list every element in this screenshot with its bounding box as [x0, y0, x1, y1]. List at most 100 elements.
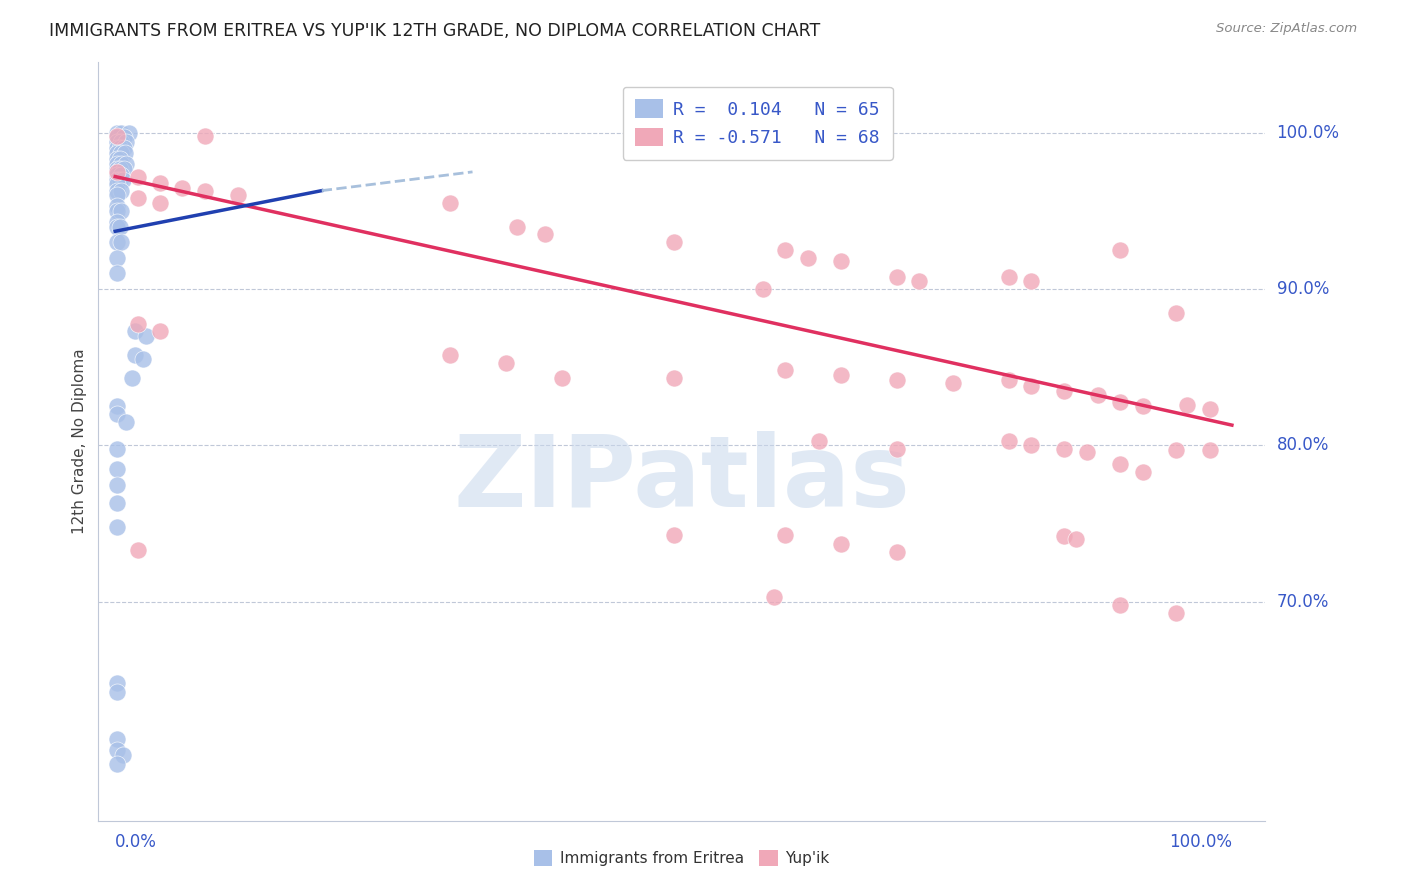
Point	[115, 415, 138, 429]
Point	[107, 251, 129, 265]
Point	[107, 199, 129, 213]
Point	[107, 757, 129, 772]
Point	[107, 135, 129, 149]
Point	[127, 191, 149, 205]
Point	[107, 153, 129, 167]
Point	[107, 685, 129, 699]
Text: IMMIGRANTS FROM ERITREA VS YUP'IK 12TH GRADE, NO DIPLOMA CORRELATION CHART: IMMIGRANTS FROM ERITREA VS YUP'IK 12TH G…	[49, 22, 821, 40]
Point	[107, 168, 129, 182]
Point	[107, 400, 129, 414]
Point	[107, 161, 129, 176]
Point	[107, 407, 129, 421]
Point	[830, 254, 852, 268]
Point	[107, 477, 129, 491]
Point	[662, 126, 685, 140]
Point	[108, 219, 131, 234]
Point	[942, 376, 965, 390]
Point	[108, 172, 131, 186]
Point	[107, 130, 129, 145]
Point	[1053, 529, 1076, 543]
Point	[112, 141, 135, 155]
Point	[107, 141, 129, 155]
Point	[107, 146, 129, 161]
Point	[1109, 394, 1132, 409]
Point	[108, 153, 131, 167]
Point	[1132, 400, 1154, 414]
Text: 100.0%: 100.0%	[1277, 124, 1340, 142]
Point	[1198, 443, 1220, 458]
Point	[107, 496, 129, 510]
Point	[132, 352, 155, 367]
Point	[773, 527, 796, 541]
Point	[127, 317, 149, 331]
Point	[107, 203, 129, 218]
Text: 0.0%: 0.0%	[115, 833, 157, 851]
Point	[796, 251, 818, 265]
Point	[112, 161, 135, 176]
Point	[110, 184, 132, 198]
Text: ZIPatlas: ZIPatlas	[454, 431, 910, 528]
Point	[107, 676, 129, 690]
Point	[149, 176, 172, 190]
Point	[107, 219, 129, 234]
Point	[115, 157, 138, 171]
Point	[107, 188, 129, 202]
Point	[107, 215, 129, 229]
Point	[110, 157, 132, 171]
Point	[110, 135, 132, 149]
Point	[551, 371, 574, 385]
Point	[107, 178, 129, 192]
Point	[107, 267, 129, 281]
Point	[752, 282, 775, 296]
Point	[124, 348, 146, 362]
Point	[193, 128, 215, 143]
Point	[107, 184, 129, 198]
Point	[763, 590, 786, 604]
Point	[495, 355, 517, 369]
Point	[1109, 243, 1132, 257]
Text: 100.0%: 100.0%	[1168, 833, 1232, 851]
Point	[908, 274, 931, 288]
Point	[108, 141, 131, 155]
Point	[111, 172, 134, 186]
Point	[662, 371, 685, 385]
Point	[534, 227, 557, 242]
Point	[662, 527, 685, 541]
Point	[110, 126, 132, 140]
Point	[886, 545, 908, 559]
Point	[107, 157, 129, 171]
Point	[1164, 305, 1187, 319]
Point	[1164, 443, 1187, 458]
Point	[1164, 606, 1187, 620]
Point	[506, 219, 529, 234]
Point	[107, 126, 129, 140]
Point	[439, 196, 461, 211]
Point	[135, 329, 157, 343]
Point	[107, 235, 129, 250]
Point	[830, 537, 852, 551]
Point	[107, 732, 129, 747]
Point	[110, 235, 132, 250]
Point	[1109, 457, 1132, 471]
Text: 80.0%: 80.0%	[1277, 436, 1329, 454]
Text: 70.0%: 70.0%	[1277, 593, 1329, 611]
Point	[1064, 533, 1087, 547]
Point	[110, 168, 132, 182]
Point	[114, 146, 136, 161]
Point	[107, 520, 129, 534]
Point	[886, 373, 908, 387]
Point	[124, 324, 146, 338]
Point	[107, 442, 129, 456]
Point	[997, 434, 1019, 448]
Point	[107, 462, 129, 476]
Legend: Immigrants from Eritrea, Yup'ik: Immigrants from Eritrea, Yup'ik	[534, 850, 830, 866]
Text: 90.0%: 90.0%	[1277, 280, 1329, 298]
Point	[107, 128, 129, 143]
Point	[1053, 442, 1076, 456]
Point	[107, 165, 129, 179]
Point	[107, 743, 129, 757]
Point	[439, 348, 461, 362]
Point	[117, 126, 139, 140]
Point	[121, 371, 143, 385]
Point	[1175, 398, 1198, 412]
